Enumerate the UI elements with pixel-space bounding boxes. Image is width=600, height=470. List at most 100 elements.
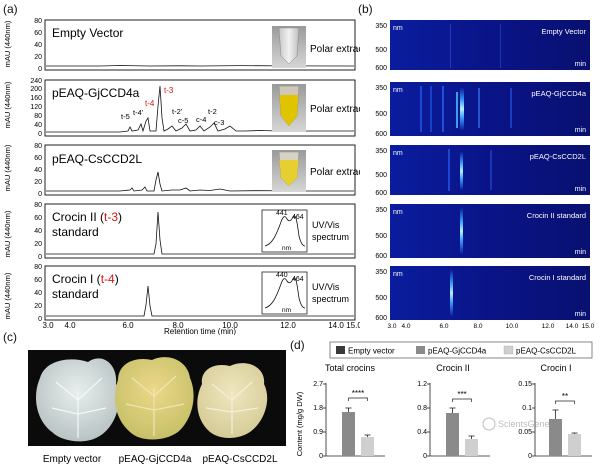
svg-text:Empty Vector: Empty Vector bbox=[541, 27, 586, 36]
svg-text:600: 600 bbox=[375, 253, 387, 260]
tick: 160 bbox=[30, 95, 42, 102]
svg-text:3.0: 3.0 bbox=[387, 323, 396, 330]
bar-chart-total-crocins: Total crocins 0 0.9 1.8 2.7 **** bbox=[313, 363, 385, 460]
y-ticks: 0 0.05 0.1 0.15 bbox=[518, 381, 532, 460]
leaf-photo: Empty vector pEAQ-GjCCD4a pEAQ-CsCCD2L bbox=[28, 350, 286, 465]
spectrum-label: UV/Vis bbox=[312, 282, 340, 292]
tick: 20 bbox=[34, 241, 42, 248]
tick: 0 bbox=[38, 66, 42, 73]
hplc-x-label: Retention time (min) bbox=[164, 327, 236, 335]
tick: 80 bbox=[34, 202, 42, 209]
bar-gj bbox=[446, 413, 459, 456]
hplc-x-axis: 3.0 4.0 6.0 8.0 10.0 12.0 14.0 15.0 bbox=[42, 321, 360, 330]
svg-text:Crocin I standard: Crocin I standard bbox=[529, 273, 586, 282]
svg-text:0.15: 0.15 bbox=[518, 381, 532, 388]
spectrum-axis: nm bbox=[282, 307, 291, 314]
trace-title-line2: standard bbox=[52, 225, 99, 239]
tick: 80 bbox=[34, 18, 42, 25]
legend-swatch-cs bbox=[503, 345, 514, 355]
svg-text:15.0: 15.0 bbox=[346, 321, 360, 330]
y-ticks: 0 0.4 0.8 1.2 bbox=[417, 381, 427, 460]
trace-csccd2l: 80 60 40 20 0 pEAQ-CsCCD2L Polar extract bbox=[34, 143, 360, 198]
trace-empty-vector: 80 60 40 20 0 Empty Vector Polar extract bbox=[34, 18, 360, 73]
trace-gjccd4a: 240 200 160 120 80 40 0 pEAQ-GjCCD4a t-5… bbox=[30, 78, 360, 138]
trace-title-line2: standard bbox=[52, 287, 99, 301]
peak-label-c5: c-5 bbox=[178, 116, 188, 125]
peak-label-c4: c-4 bbox=[196, 115, 206, 124]
svg-text:Crocin II standard: Crocin II standard bbox=[527, 211, 586, 220]
svg-text:nm: nm bbox=[393, 209, 403, 216]
bar-y-label: Content (mg/g DW) bbox=[295, 391, 304, 456]
peak-label-t3: t-3 bbox=[164, 86, 174, 95]
svg-text:15.0: 15.0 bbox=[582, 323, 595, 330]
leaf-label-gj: pEAQ-GjCCD4a bbox=[119, 454, 192, 465]
svg-text:pEAQ-GjCCD4a: pEAQ-GjCCD4a bbox=[531, 89, 586, 98]
svg-text:350: 350 bbox=[375, 207, 387, 214]
significance: ** bbox=[562, 392, 568, 401]
panel-label-b: (b) bbox=[358, 2, 373, 16]
hplc-ylabel-0: mAU (440nm) bbox=[3, 20, 12, 67]
hplc-ylabel-3: mAU (440nm) bbox=[3, 210, 12, 257]
chart-title: Crocin II bbox=[436, 363, 470, 373]
watermark: ScientsGene bbox=[482, 417, 550, 431]
tick: 240 bbox=[30, 78, 42, 85]
svg-text:8.0: 8.0 bbox=[473, 323, 482, 330]
bar-gj bbox=[549, 419, 562, 456]
bar-cs bbox=[361, 437, 374, 456]
svg-text:min: min bbox=[575, 311, 586, 318]
hplc-ylabel-1: mAU (440nm) bbox=[3, 81, 12, 128]
trace-crocin1-standard: 80 60 40 20 0 Crocin I (t-4) standard 44… bbox=[34, 264, 356, 323]
svg-text:min: min bbox=[575, 61, 586, 68]
tick: 0 bbox=[38, 131, 42, 138]
tick: 80 bbox=[34, 113, 42, 120]
tick: 40 bbox=[34, 122, 42, 129]
svg-text:10.0: 10.0 bbox=[222, 321, 238, 330]
svg-text:nm: nm bbox=[393, 87, 403, 94]
svg-text:500: 500 bbox=[375, 47, 387, 54]
leaf-csccd2l bbox=[197, 363, 268, 438]
svg-text:6.0: 6.0 bbox=[439, 323, 448, 330]
tick: 20 bbox=[34, 179, 42, 186]
panel-label-d: (d) bbox=[290, 338, 305, 352]
leaf-empty-vector bbox=[36, 358, 119, 442]
hplc-chromatograms: mAU (440nm) mAU (440nm) mAU (440nm) mAU … bbox=[3, 18, 360, 335]
legend-swatch-empty bbox=[336, 346, 345, 354]
svg-text:nm: nm bbox=[393, 271, 403, 278]
svg-text:350: 350 bbox=[375, 148, 387, 155]
svg-text:3.0: 3.0 bbox=[42, 321, 54, 330]
spectrum-axis: nm bbox=[282, 245, 291, 252]
peak-label-t4: t-4 bbox=[145, 99, 155, 108]
tick: 80 bbox=[34, 264, 42, 271]
tick: 120 bbox=[30, 104, 42, 111]
svg-text:0: 0 bbox=[528, 453, 532, 460]
spectrum-peak: 464 bbox=[292, 276, 304, 283]
svg-text:4.0: 4.0 bbox=[64, 321, 76, 330]
svg-text:8.0: 8.0 bbox=[172, 321, 184, 330]
heatmap-crocin1-standard: nm Crocin I standard min 350 500 600 bbox=[375, 266, 590, 322]
svg-text:0.1: 0.1 bbox=[522, 405, 532, 412]
bar-chart-crocin1: Crocin I 0 0.05 0.1 0.15 ** bbox=[518, 363, 592, 460]
tick: 200 bbox=[30, 86, 42, 93]
crocin-content-bar-charts: Empty vector pEAQ-GjCCD4a pEAQ-CsCCD2L C… bbox=[295, 341, 593, 460]
trace-title: pEAQ-CsCCD2L bbox=[52, 152, 142, 166]
svg-text:10.0: 10.0 bbox=[506, 323, 519, 330]
tick: 40 bbox=[34, 42, 42, 49]
tick: 0 bbox=[38, 316, 42, 323]
hplc-ylabel-4: mAU (440nm) bbox=[3, 272, 12, 319]
svg-text:pEAQ-CsCCD2L: pEAQ-CsCCD2L bbox=[530, 152, 586, 161]
heatmap-gjccd4a: nm pEAQ-GjCCD4a min 350 500 600 bbox=[375, 82, 590, 138]
tick: 60 bbox=[34, 277, 42, 284]
uvvis-spectrum-inset-1 bbox=[261, 209, 308, 253]
bar-cs bbox=[568, 434, 581, 456]
bar-chart-crocin2: Crocin II 0 0.4 0.8 1.2 *** bbox=[417, 363, 490, 460]
peak-label-t5: t-5 bbox=[121, 112, 130, 121]
svg-text:600: 600 bbox=[375, 190, 387, 197]
svg-text:min: min bbox=[575, 249, 586, 256]
trace-title: Crocin II (t-3) bbox=[52, 210, 122, 224]
svg-text:4.0: 4.0 bbox=[401, 323, 410, 330]
leaf-label-cs: pEAQ-CsCCD2L bbox=[202, 454, 277, 465]
svg-text:nm: nm bbox=[393, 25, 403, 32]
heatmap-crocin2-standard: nm Crocin II standard min 350 500 600 bbox=[375, 204, 590, 260]
legend-label-gj: pEAQ-GjCCD4a bbox=[428, 347, 487, 356]
svg-text:min: min bbox=[575, 186, 586, 193]
